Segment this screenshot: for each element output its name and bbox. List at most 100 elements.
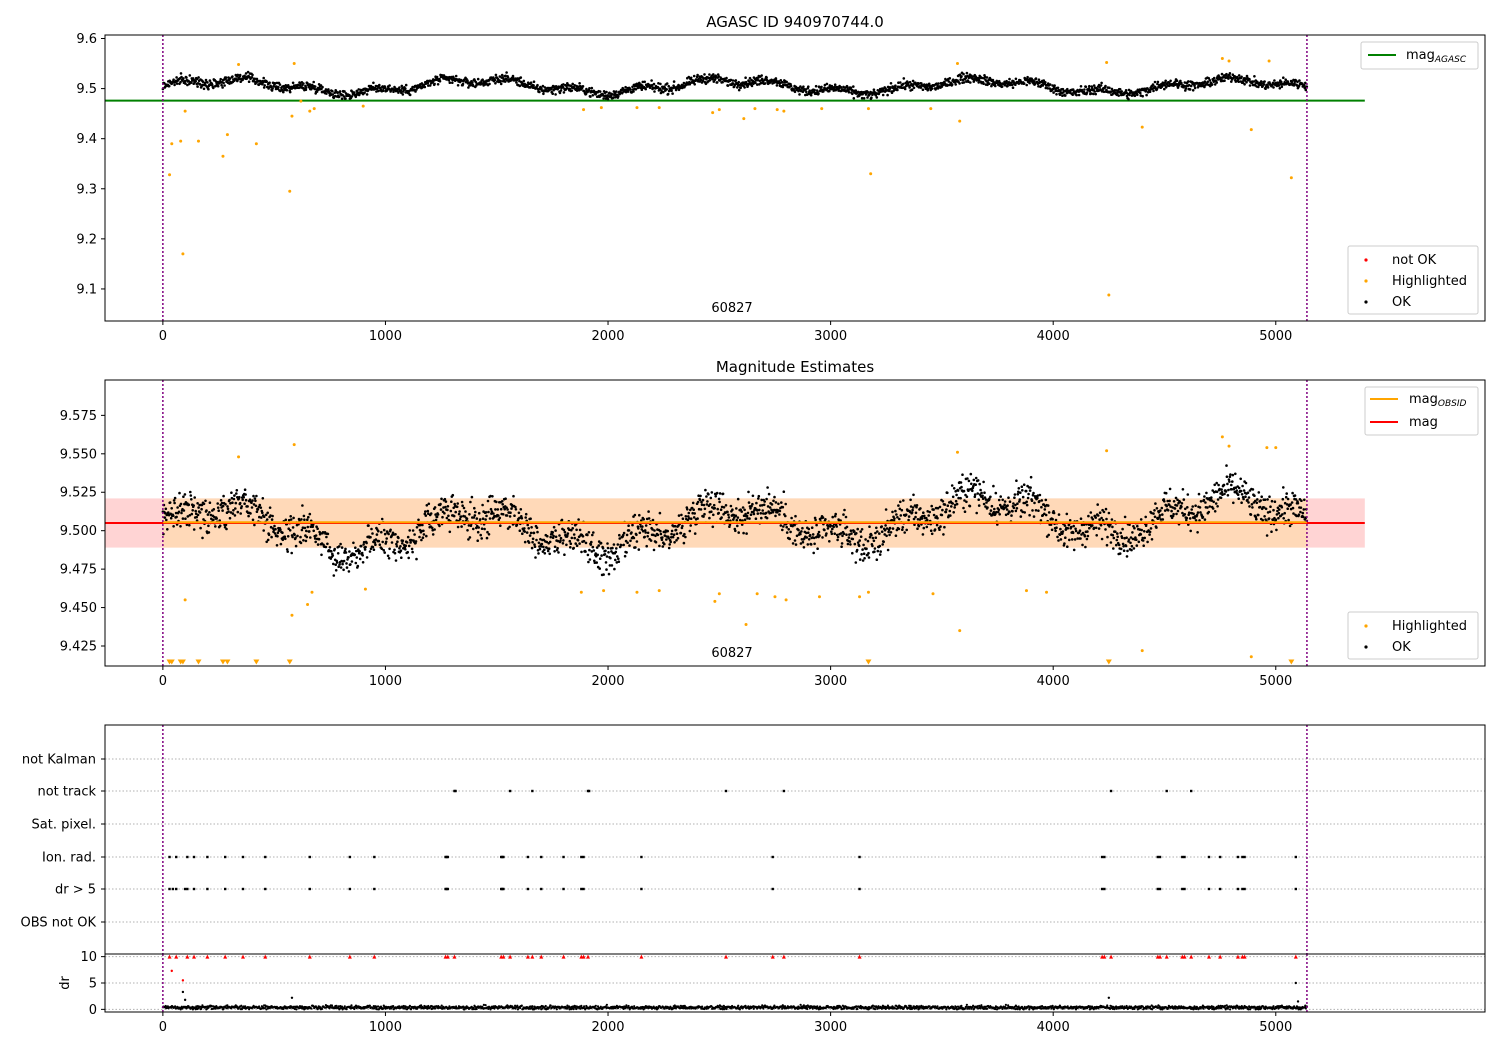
y-tick-label: 9.450 [60,601,97,616]
ok-point [361,561,365,564]
ok-point [1032,515,1036,518]
ok-point [238,77,241,81]
x-tick-label: 3000 [814,674,847,689]
ok-point [345,566,349,569]
ok-point [488,517,492,520]
ok-point [1047,511,1051,514]
ok-point [394,533,397,536]
ok-point [578,542,581,545]
ok-point [1128,93,1131,97]
ok-point [978,482,981,486]
ok-point [1177,84,1181,87]
ok-point [354,561,358,565]
ok-point [377,539,381,543]
ok-point [231,501,234,505]
ok-point [784,514,787,518]
ok-point [427,84,430,87]
ok-point [337,95,341,98]
ok-point [1291,506,1295,510]
highlighted-point [717,108,721,112]
ok-point [494,508,497,511]
ok-point [1149,527,1153,530]
ok-point [903,531,906,534]
ok-point [765,516,769,520]
ok-point [241,498,244,502]
ok-point [782,490,786,494]
ok-point [405,541,409,544]
ok-point [973,493,977,496]
ok-point [704,488,707,492]
ok-point [941,500,945,503]
ok-point [666,529,669,533]
flag-marker [1165,789,1168,793]
ok-point [708,516,711,520]
ok-point [561,542,565,545]
ok-point [515,81,518,84]
ok-point [735,518,739,522]
ok-point [736,497,740,501]
ok-point [291,526,295,529]
ok-point [543,552,547,555]
ok-point [485,514,488,518]
flag-marker [1183,887,1186,891]
ok-point [400,84,404,88]
ok-point [1091,518,1095,521]
ok-point [1206,80,1210,84]
ok-point [546,534,549,538]
highlighted-point [755,592,759,596]
ok-point [291,81,295,85]
ok-point [167,511,170,514]
ok-point [706,500,709,503]
ok-point [605,555,609,558]
ok-point [1133,526,1136,530]
ok-point [602,573,605,576]
ok-point [1135,544,1139,547]
ok-point [259,506,263,510]
ok-point [365,556,369,559]
ok-point [562,91,566,94]
ok-point [1054,529,1057,533]
ok-point [501,503,505,506]
ok-point [360,551,364,555]
ok-point [353,91,356,94]
ok-point [220,83,223,87]
ok-point [778,513,781,516]
ok-point [1257,513,1260,517]
ok-point [716,507,719,511]
ok-point [959,481,963,484]
ok-point [632,90,635,93]
ok-point [781,85,785,89]
ok-point [561,85,565,89]
ok-point [1175,512,1178,516]
ok-point [244,493,247,496]
ok-point [889,86,892,90]
ok-point [1013,496,1016,500]
ok-point [932,513,936,517]
ok-point [411,550,414,554]
x-tick-label: 0 [159,329,167,344]
ok-point [729,504,733,508]
ok-point [232,509,235,512]
ok-point [708,73,711,76]
flag-marker [1156,887,1160,891]
ok-point [445,516,449,520]
ok-point [917,82,920,86]
ok-point [1034,509,1038,512]
ok-point [263,84,267,87]
ok-point [1143,536,1146,540]
ok-point [1164,79,1167,83]
ok-point [408,93,412,97]
ok-point [860,553,863,556]
flag-marker [1156,855,1160,859]
flag-marker [562,855,565,859]
ok-point [558,534,561,537]
highlighted-point [221,154,225,158]
ok-point [441,515,444,519]
ok-point [868,525,871,528]
ok-point [588,87,591,90]
ok-point [658,511,662,515]
ok-point [1104,84,1107,88]
ok-point [638,513,641,517]
ok-point [1280,80,1283,84]
ok-point [1043,508,1047,511]
